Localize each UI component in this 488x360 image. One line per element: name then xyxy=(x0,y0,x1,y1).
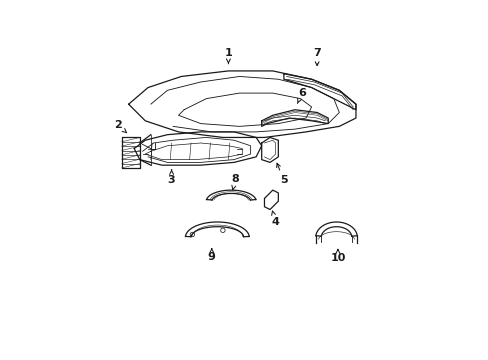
Text: 2: 2 xyxy=(113,120,126,133)
Text: 6: 6 xyxy=(297,88,305,103)
Text: 4: 4 xyxy=(271,211,279,227)
Text: 8: 8 xyxy=(231,174,239,190)
Text: 5: 5 xyxy=(276,163,287,185)
Text: 7: 7 xyxy=(313,48,320,66)
Text: 10: 10 xyxy=(329,249,345,263)
Text: 3: 3 xyxy=(167,170,175,185)
Text: 9: 9 xyxy=(207,249,215,262)
Text: 1: 1 xyxy=(224,48,232,63)
